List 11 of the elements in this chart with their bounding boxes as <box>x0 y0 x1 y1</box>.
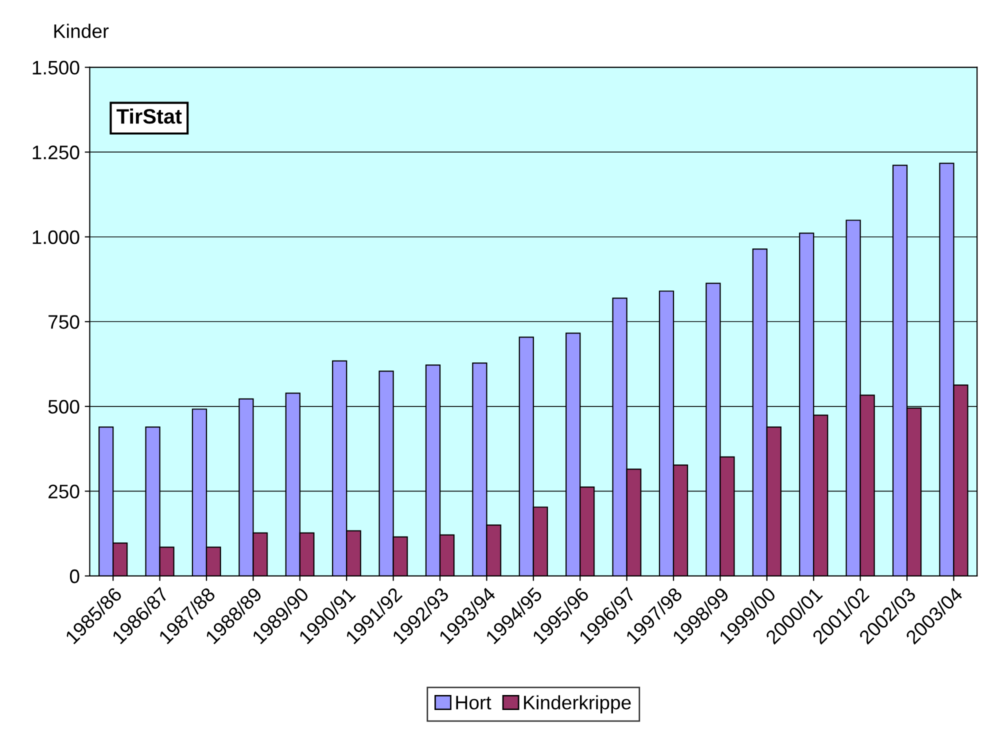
y-tick-label: 1.500 <box>32 60 80 75</box>
legend-label: Hort <box>456 696 492 710</box>
annotation: TirStat <box>116 108 182 124</box>
y-tick-label: 500 <box>48 400 80 414</box>
y-axis-title: Kinder <box>54 24 109 38</box>
legend-label: Kinderkrippe <box>524 695 631 714</box>
y-tick-label: 250 <box>48 484 80 498</box>
y-tick-label: 750 <box>48 315 80 329</box>
y-tick-label: 1.000 <box>32 230 80 244</box>
y-tick-label: 1.250 <box>32 146 80 160</box>
y-tick-label: 0 <box>70 569 80 584</box>
